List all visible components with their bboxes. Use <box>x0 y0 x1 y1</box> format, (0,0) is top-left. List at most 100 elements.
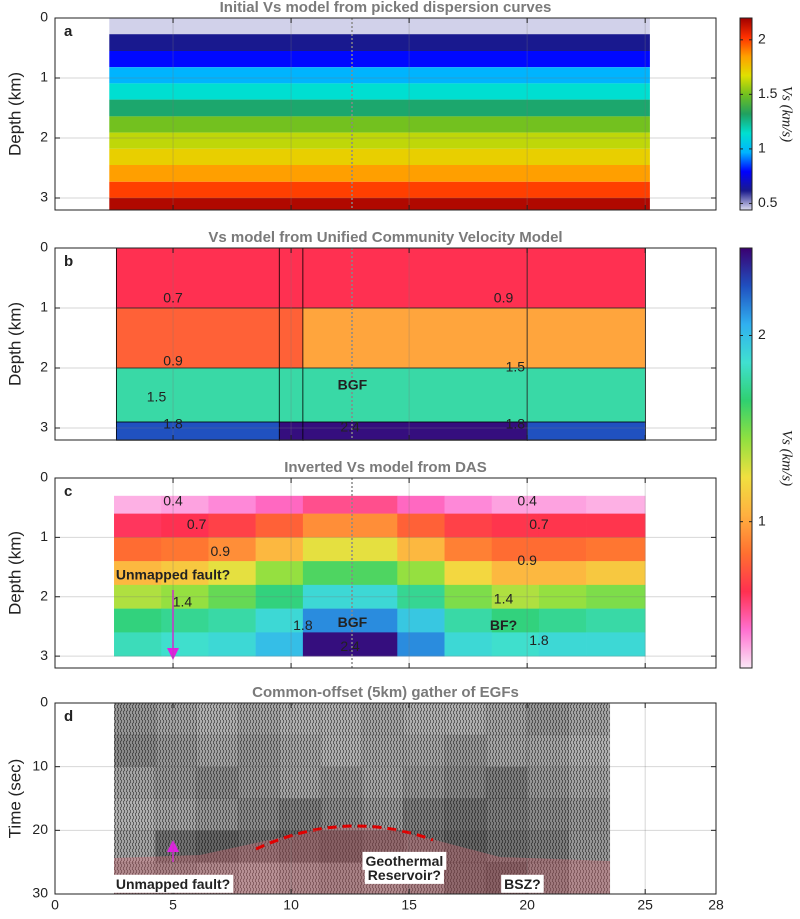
grid-cell <box>444 632 493 657</box>
grid-cell <box>255 608 304 633</box>
grid-cell <box>586 537 646 562</box>
annotation: 1.8 <box>293 617 313 633</box>
layer-cell <box>109 132 650 149</box>
annotation: Unmapped fault? <box>116 876 230 892</box>
grid-cell <box>350 608 398 633</box>
annotation: BGF <box>338 377 368 393</box>
grid-cell <box>255 513 304 538</box>
grid-cell <box>397 537 445 562</box>
y-tick-label: 2 <box>40 587 48 603</box>
x-tick-label: 10 <box>283 897 299 913</box>
grid-cell <box>208 632 256 657</box>
grid-cell <box>255 561 304 586</box>
y-tick-label: 10 <box>32 757 48 773</box>
grid-cell <box>115 247 280 309</box>
grid-cell <box>586 561 646 586</box>
grid-cell <box>208 608 256 633</box>
y-tick-label: 0 <box>40 694 48 710</box>
grid-cell <box>114 495 162 514</box>
grid-cell <box>397 495 445 514</box>
grid-cell <box>491 561 540 586</box>
grid-cell <box>586 495 646 514</box>
grid-cell <box>208 537 256 562</box>
annotation: 1.8 <box>529 632 549 648</box>
panel-title: Inverted Vs model from DAS <box>284 459 487 476</box>
grid-cell <box>114 608 162 633</box>
grid-cell <box>161 561 209 586</box>
x-tick-label: 5 <box>169 897 177 913</box>
grid-cell <box>161 495 209 514</box>
grid-cell <box>302 513 351 538</box>
grid-cell <box>114 584 162 609</box>
annotation: BF? <box>490 617 517 633</box>
x-tick-label: 20 <box>519 897 535 913</box>
grid-cell <box>538 513 587 538</box>
layer-cell <box>109 51 650 68</box>
layer-cell <box>109 198 650 210</box>
grid-cell <box>397 513 445 538</box>
grid-cell <box>161 537 209 562</box>
grid-cell <box>302 537 351 562</box>
grid-cell <box>491 513 540 538</box>
grid-cell <box>161 584 209 609</box>
reservoir-top <box>255 824 434 851</box>
panel-title: Initial Vs model from picked dispersion … <box>220 0 552 16</box>
grid-cell <box>538 495 587 514</box>
y-axis-label: Depth (km) <box>5 302 24 386</box>
grid-cell <box>350 632 398 657</box>
grid-cell <box>397 608 445 633</box>
y-tick-label: 30 <box>32 885 48 901</box>
grid-cell <box>526 247 646 309</box>
grid-cell <box>115 307 280 369</box>
grid-cell <box>491 495 540 514</box>
annotation: BSZ? <box>504 876 541 892</box>
panel-title: Vs model from Unified Community Velocity… <box>208 229 562 246</box>
grid-cell <box>350 584 398 609</box>
layer-cell <box>109 181 650 198</box>
grid-cell <box>114 561 162 586</box>
grid-cell <box>444 584 493 609</box>
y-tick-label: 3 <box>40 647 48 663</box>
grid-cell <box>491 608 540 633</box>
y-tick-label: 3 <box>40 419 48 435</box>
grid-cell <box>350 561 398 586</box>
annotation: 1.8 <box>506 416 526 432</box>
grid-cell <box>302 608 351 633</box>
grid-cell <box>397 584 445 609</box>
annotation: BGF <box>338 614 368 630</box>
annotation: 2.4 <box>340 638 360 654</box>
annotation: Unmapped fault? <box>116 567 230 583</box>
y-tick-label: 1 <box>40 299 48 315</box>
grid-cell <box>526 421 646 441</box>
grid-cell <box>302 367 528 423</box>
colorbar-tick-label: 1 <box>758 512 766 528</box>
grid-cell <box>114 537 162 562</box>
grid-cell <box>491 632 540 657</box>
grid-cell <box>444 495 493 514</box>
grid-cell <box>586 584 646 609</box>
grid-cell <box>491 584 540 609</box>
grid-cell <box>586 632 646 657</box>
y-axis-label: Time (sec) <box>5 759 24 839</box>
annotation: 1.4 <box>173 593 193 609</box>
grid-cell <box>538 561 587 586</box>
x-tick-label: 15 <box>401 897 417 913</box>
grid-cell <box>302 247 528 309</box>
annotation: 0.9 <box>211 543 231 559</box>
colorbar-tick-label: 0.5 <box>758 194 778 210</box>
layer-cell <box>109 67 650 84</box>
grid-cell <box>444 608 493 633</box>
annotation: 1.8 <box>163 416 183 432</box>
annotation-box <box>362 851 447 870</box>
waveform-texture <box>114 703 610 894</box>
annotation: 0.7 <box>187 516 207 532</box>
grid-cell <box>538 537 587 562</box>
panel-label: c <box>64 483 72 500</box>
x-tick-label: 25 <box>637 897 653 913</box>
grid-cell <box>208 513 256 538</box>
grid-cell <box>208 561 256 586</box>
y-tick-label: 2 <box>40 359 48 375</box>
annotation: 1.5 <box>506 359 526 375</box>
grid-cell <box>302 421 528 441</box>
panel-title: Common-offset (5km) gather of EGFs <box>252 684 519 701</box>
